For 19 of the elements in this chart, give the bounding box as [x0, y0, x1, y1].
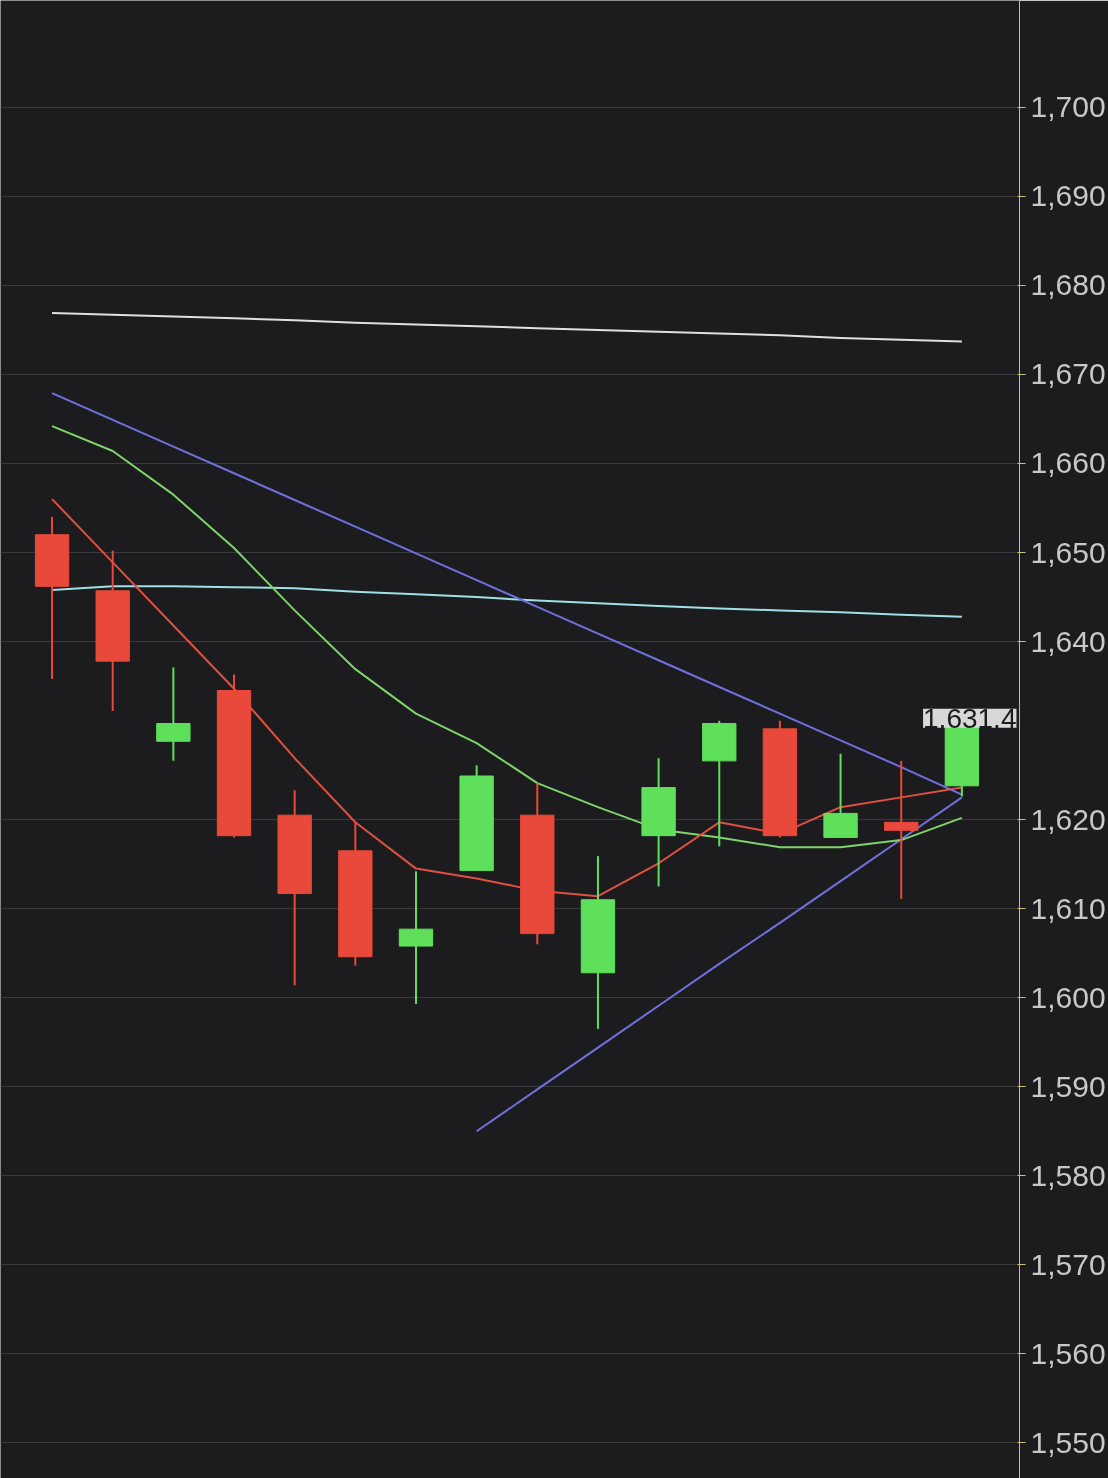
y-tick-label: 1,680 [1030, 268, 1106, 302]
y-tick-label: 1,590 [1030, 1069, 1106, 1103]
y-tick-label: 1,580 [1030, 1158, 1106, 1192]
y-tick-label: 1,620 [1030, 802, 1106, 836]
y-tick-label: 1,670 [1030, 357, 1106, 391]
y-tick-label: 1,660 [1030, 446, 1106, 480]
y-tick-label: 1,640 [1030, 624, 1106, 658]
line-series [51, 312, 963, 343]
y-tick-label: 1,600 [1030, 980, 1106, 1014]
y-tick-label: 1,700 [1030, 90, 1106, 124]
candlestick [398, 870, 434, 1005]
y-tick-label: 1,690 [1030, 179, 1106, 213]
y-tick-label: 1,650 [1030, 535, 1106, 569]
line-series [51, 585, 963, 618]
annotation: 1,631.4 [923, 702, 1017, 734]
y-tick-label: 1,570 [1030, 1247, 1106, 1281]
y-tick-label: 1,550 [1030, 1425, 1106, 1459]
y-tick-label: 1,610 [1030, 891, 1106, 925]
y-tick-label: 1,560 [1030, 1336, 1106, 1370]
